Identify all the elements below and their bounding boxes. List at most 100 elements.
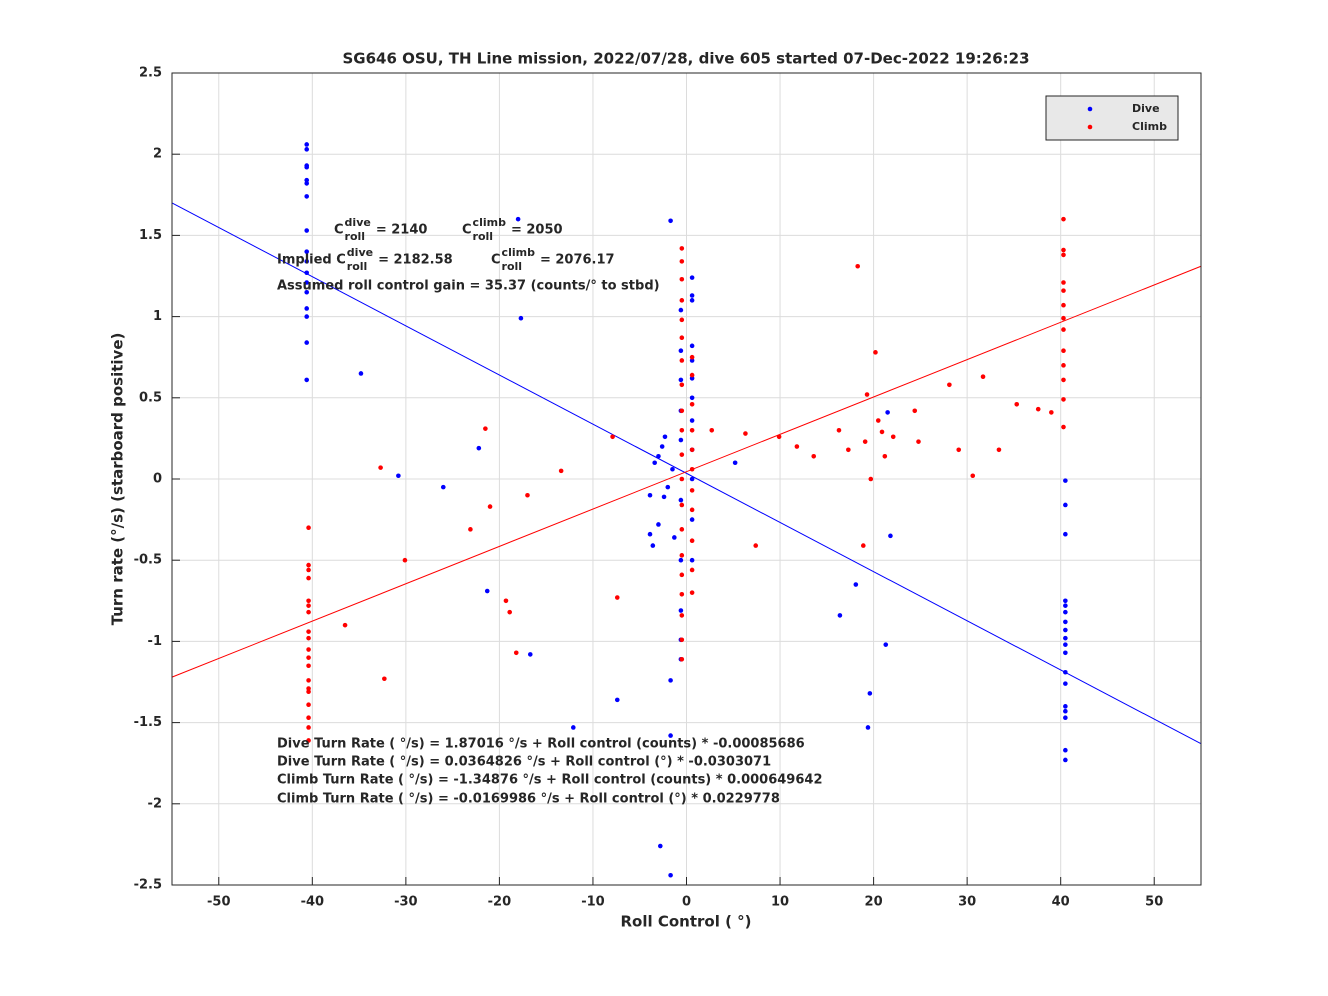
data-point: [947, 382, 952, 388]
data-point: [614, 595, 620, 600]
data-point: [1063, 708, 1068, 714]
data-point: [527, 652, 533, 657]
data-point: [868, 476, 874, 482]
coefficient-prefix: C: [491, 253, 501, 268]
data-point: [382, 676, 387, 682]
data-point: [306, 635, 311, 641]
data-point: [571, 725, 576, 730]
data-point: [650, 543, 656, 548]
data-point: [679, 572, 685, 578]
data-point: [304, 164, 310, 170]
data-point: [679, 259, 685, 264]
data-point: [647, 492, 653, 498]
y-tick-label: 2.5: [139, 66, 162, 81]
data-point: [1014, 401, 1020, 407]
data-point: [888, 533, 893, 539]
data-point: [689, 376, 695, 381]
data-point: [1063, 642, 1068, 647]
data-point: [662, 434, 668, 440]
coefficient-superscript: dive: [347, 246, 373, 259]
data-point: [306, 663, 311, 669]
data-point: [689, 427, 695, 433]
coefficient-value: = 2140: [376, 223, 428, 238]
data-point: [679, 276, 685, 282]
annotation: Climb Turn Rate ( °/s) = -0.0169986 °/s …: [277, 792, 780, 807]
data-point: [483, 426, 488, 431]
data-point: [1061, 315, 1066, 321]
data-point: [679, 246, 685, 251]
data-point: [879, 429, 885, 435]
data-point: [306, 562, 311, 568]
data-point: [661, 494, 667, 500]
data-point: [515, 216, 521, 222]
data-point: [1061, 377, 1066, 383]
data-point: [689, 401, 695, 407]
data-point: [679, 382, 685, 388]
coefficient-subscript: roll: [345, 230, 366, 243]
y-tick-label: -1.5: [134, 715, 162, 730]
data-point: [659, 444, 665, 449]
x-tick-label: -10: [581, 895, 605, 910]
data-point: [304, 306, 310, 311]
y-tick-label: 0: [153, 472, 162, 487]
data-point: [862, 439, 868, 444]
data-point: [342, 622, 348, 628]
data-point: [679, 476, 685, 482]
legend-box: [1045, 95, 1179, 141]
legend-label: Dive: [1132, 102, 1160, 115]
x-axis-label: Roll Control ( °): [620, 913, 751, 931]
data-point: [679, 592, 685, 597]
data-point: [916, 439, 921, 444]
data-point: [306, 609, 311, 615]
data-point: [304, 194, 310, 199]
annotation: Dive Turn Rate ( °/s) = 1.87016 °/s + Ro…: [277, 737, 805, 752]
data-point: [1061, 363, 1066, 368]
annotation: Assumed roll control gain = 35.37 (count…: [277, 279, 660, 294]
y-tick-label: 1: [153, 309, 162, 324]
y-tick-label: 1.5: [139, 228, 162, 243]
data-point: [1063, 502, 1068, 508]
data-point: [867, 691, 873, 696]
data-point: [1063, 478, 1068, 483]
data-point: [558, 468, 564, 474]
data-point: [306, 575, 311, 581]
data-point: [855, 263, 860, 269]
data-point: [689, 343, 695, 349]
data-point: [668, 872, 673, 878]
x-tick-label: -50: [207, 895, 231, 910]
data-point: [678, 608, 684, 613]
data-point: [670, 466, 675, 472]
data-point: [743, 431, 748, 436]
data-point: [1049, 410, 1054, 415]
data-point: [518, 315, 524, 321]
data-point: [306, 715, 311, 721]
data-point: [882, 453, 888, 459]
data-point: [396, 473, 401, 479]
data-point: [1063, 598, 1068, 604]
data-point: [1061, 288, 1066, 293]
data-point: [306, 647, 311, 652]
data-point: [672, 535, 677, 540]
data-point: [776, 434, 782, 440]
data-point: [1061, 302, 1066, 308]
data-point: [853, 582, 859, 587]
data-point: [476, 445, 482, 451]
data-point: [689, 590, 695, 595]
data-point: [378, 465, 383, 470]
data-point: [665, 484, 671, 490]
data-point: [885, 410, 890, 415]
x-tick-label: -30: [394, 895, 418, 910]
data-point: [873, 350, 878, 355]
data-point: [402, 557, 408, 563]
coefficient-subscript: roll: [347, 260, 368, 273]
coefficient-value: = 2182.58: [378, 253, 453, 268]
data-point: [689, 372, 695, 378]
data-point: [689, 476, 695, 482]
data-point: [1061, 397, 1066, 402]
data-point: [861, 543, 866, 548]
data-point: [610, 434, 615, 440]
data-point: [689, 507, 695, 513]
data-point: [668, 218, 673, 224]
data-point: [689, 275, 695, 280]
